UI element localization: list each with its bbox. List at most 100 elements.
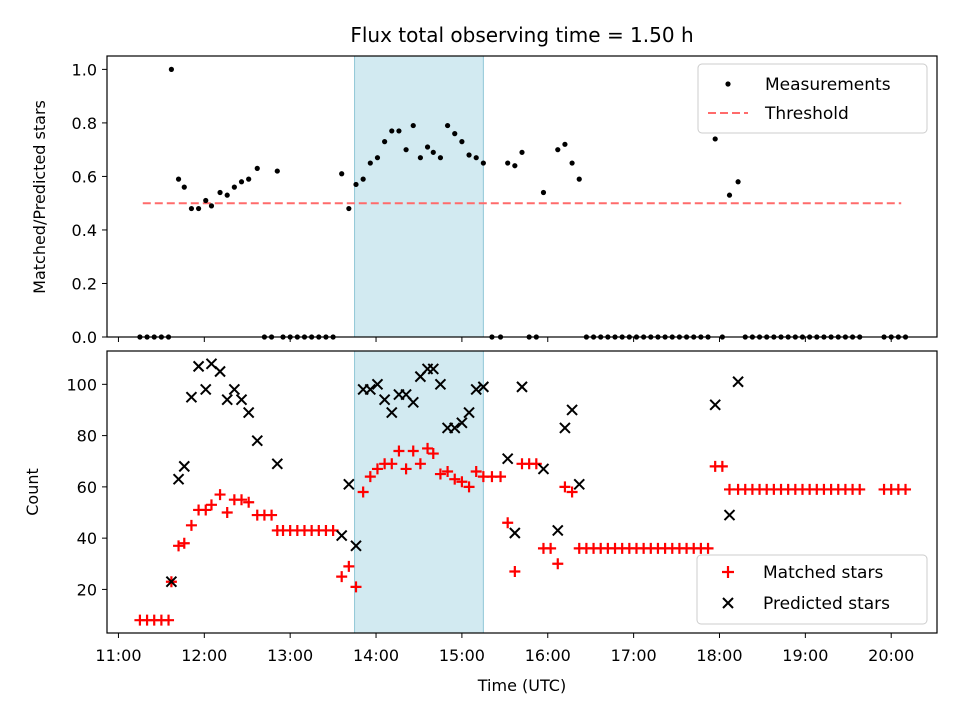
legend-measurements-marker [725,81,731,87]
measurement-point [203,197,209,204]
measurement-point [430,149,436,155]
matched-star-point [566,486,578,498]
matched-star-point [442,465,454,477]
matched-star-point [407,445,419,457]
matched-star-point [900,483,912,495]
predicted-star-point [732,376,744,388]
predicted-star-point [386,406,398,419]
measurement-point [367,160,373,166]
legend-measurements-label: Measurements [765,75,891,95]
measurement-point [519,149,525,155]
predicted-star-point [165,576,178,588]
top-axes-frame [106,55,938,338]
predicted-star-points [165,358,744,588]
matched-star-point [327,524,339,536]
measurement-point [382,139,388,145]
matched-star-point [456,476,468,488]
bottom-legend: Matched stars Predicted stars [696,554,928,625]
measurement-point [726,192,733,198]
measurement-point [562,141,568,147]
top-legend-box [697,63,928,134]
predicted-star-point [470,383,482,396]
measurement-point [224,192,230,198]
measurement-point [437,155,444,161]
matched-star-point [336,571,348,583]
predicted-star-point [516,381,528,393]
measurement-point [417,155,423,161]
measurement-point [466,152,472,158]
matched-star-point [236,494,248,506]
matched-star-point [357,486,369,498]
matched-star-point [400,463,412,475]
measurement-point [217,189,223,196]
predicted-star-point [378,394,391,406]
bottom-axes-frame [106,350,938,634]
bottom-y-tick-label: 100 [66,375,97,394]
measurement-point [480,160,486,166]
predicted-star-point [251,435,263,447]
measurement-point [540,189,547,196]
measurement-point [459,139,465,145]
measurement-point [208,203,215,209]
x-tick-label: 17:00 [611,646,657,665]
measurement-point [353,181,359,188]
measurement-point [403,147,409,153]
chart-title: Flux total observing time = 1.50 h [350,23,693,47]
matched-star-point [530,458,542,470]
measurement-point [424,144,431,150]
measurement-point [339,171,345,177]
predicted-star-point [463,406,475,419]
x-tick-label: 15:00 [439,646,485,665]
predicted-star-point [172,473,185,485]
measurement-point [346,205,352,212]
bottom-y-tick-label: 40 [77,529,97,548]
predicted-star-point [501,452,514,465]
top-y-ticks: 0.0 0.2 0.4 0.6 0.8 1.0 [72,60,107,347]
bottom-y-tick-label: 60 [77,478,97,497]
predicted-star-point [192,360,205,373]
matched-star-point [221,507,233,519]
matched-star-point [559,481,571,493]
x-tick-label: 13:00 [267,646,313,665]
measurement-point [181,184,187,190]
measurement-point [735,179,741,185]
matched-star-points [134,442,912,626]
matched-star-point [364,471,376,483]
top-y-tick-label: 1.0 [72,60,97,79]
top-y-tick-label: 0.0 [72,328,97,347]
matched-star-point [163,614,175,626]
measurement-point [246,176,252,182]
predicted-star-point [364,383,377,396]
matched-star-point [449,473,461,485]
bottom-x-ticks: 11:00 12:00 13:00 14:00 15:00 16:00 17:00 18:00… [95,633,914,665]
predicted-star-point [456,417,468,429]
top-legend: Measurements Threshold [697,63,928,134]
matched-star-point [427,448,439,460]
matched-star-point [178,537,190,549]
measurement-point [374,155,381,161]
matched-star-point [434,468,446,480]
legend-predicted-marker [722,597,734,609]
matched-star-point [200,504,212,516]
measurement-point [274,168,280,174]
top-y-tick-label: 0.8 [72,114,97,133]
x-tick-label: 20:00 [868,646,914,665]
matched-star-point [463,481,475,493]
predicted-star-point [178,460,190,473]
predicted-star-point [228,383,241,396]
measurement-point [505,160,511,166]
matched-star-point [495,471,507,483]
top-y-axis-label: Matched/Predicted stars [30,100,49,294]
bottom-panel: 20 40 60 80 100 11:00 12:00 13:00 14:00 15:00 16:… [23,350,938,695]
matched-star-point [173,540,185,552]
predicted-star-point [434,378,447,391]
predicted-star-point [235,394,248,406]
highlight-span-top [354,55,484,338]
top-y-tick-label: 0.2 [72,274,97,293]
matched-star-point [371,463,383,475]
predicted-star-point [335,529,348,542]
x-tick-label: 12:00 [181,646,227,665]
measurement-point [389,128,395,134]
measurement-point [444,122,451,129]
